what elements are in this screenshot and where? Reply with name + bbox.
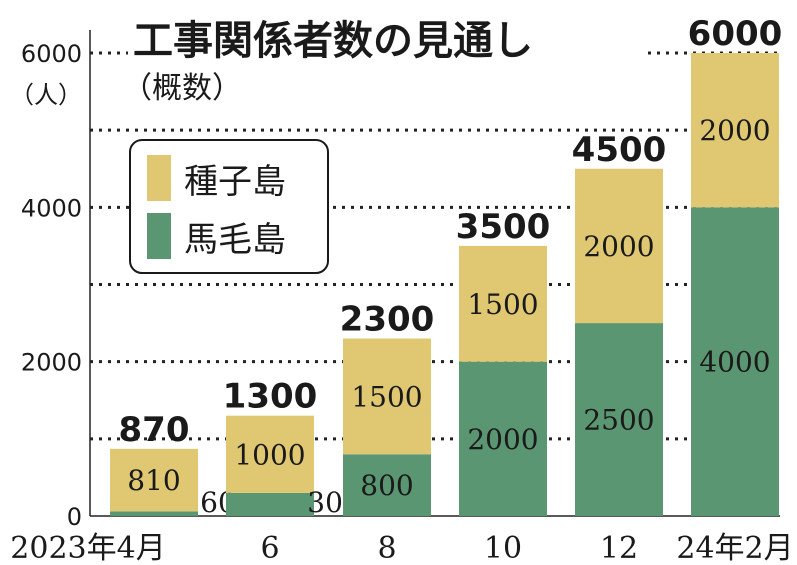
bar-segment-mageshima <box>110 511 198 516</box>
y-tick-label: 6000 <box>21 40 82 68</box>
data-label-mageshima: 2500 <box>583 404 654 437</box>
y-tick-label: 0 <box>67 503 82 531</box>
x-tick-label: 8 <box>377 531 396 565</box>
bar-segment-tanegashima <box>343 338 431 455</box>
bar-segment-mageshima <box>343 454 431 516</box>
y-tick-labels: 0 2000 4000 6000 <box>21 40 82 531</box>
chart-title: 工事関係者数の見通し <box>133 18 533 64</box>
bar-segment-tanegashima <box>110 448 198 512</box>
data-label-tanegashima: 1500 <box>351 380 422 413</box>
data-label-tanegashima: 810 <box>127 464 180 497</box>
bar-segment-tanegashima <box>459 245 547 362</box>
x-tick-label: 12 <box>600 531 638 565</box>
legend-label-tanegashima: 種子島 <box>184 162 286 202</box>
x-tick-labels: 2023年4月 6 8 10 12 24年2月 <box>10 531 793 565</box>
data-label-total: 3500 <box>456 207 551 247</box>
y-tick-label: 4000 <box>21 194 82 222</box>
data-label-tanegashima: 2000 <box>699 114 770 147</box>
bar-segment-mageshima <box>226 492 314 516</box>
data-label-tanegashima: 1500 <box>467 288 538 321</box>
data-label-tanegashima: 1000 <box>234 438 305 471</box>
bar-segment-mageshima <box>459 361 547 516</box>
legend-box <box>129 139 329 274</box>
data-label-mageshima: 4000 <box>699 346 770 379</box>
data-label-total: 6000 <box>688 14 783 54</box>
legend: 種子島 馬毛島 <box>129 139 329 274</box>
bar-segment-tanegashima <box>575 168 663 324</box>
data-label-mageshima: 800 <box>360 469 413 502</box>
data-label-mageshima: 2000 <box>467 423 538 456</box>
legend-swatch-mageshima <box>147 213 171 259</box>
title-background <box>128 4 648 64</box>
data-label-tanegashima: 2000 <box>583 230 654 263</box>
legend-label-mageshima: 馬毛島 <box>184 220 286 260</box>
legend-swatch-tanegashima <box>147 155 171 201</box>
x-tick-label: 24年2月 <box>676 531 793 565</box>
data-label-total: 1300 <box>223 377 318 417</box>
chart-subtitle: （概数） <box>122 71 242 106</box>
x-tick-label: 10 <box>484 531 522 565</box>
gridlines <box>90 51 780 517</box>
data-label-total: 2300 <box>340 300 435 340</box>
y-tick-label: 2000 <box>21 349 82 377</box>
subtitle-background <box>120 64 290 110</box>
bar-segment-mageshima <box>575 323 663 516</box>
y-axis-unit: （人） <box>10 81 82 109</box>
x-tick-label: 2023年4月 <box>10 531 165 565</box>
bar-segment-tanegashima <box>691 53 779 208</box>
bar-segment-mageshima <box>691 207 779 517</box>
bar-segment-tanegashima <box>226 415 314 493</box>
x-tick-label: 6 <box>260 531 279 565</box>
data-label-total: 4500 <box>572 130 667 170</box>
data-label-total: 870 <box>119 410 190 450</box>
